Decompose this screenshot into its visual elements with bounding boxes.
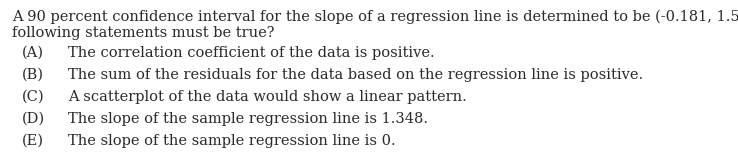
Text: A 90 percent confidence interval for the slope of a regression line is determine: A 90 percent confidence interval for the…	[12, 10, 738, 24]
Text: A scatterplot of the data would show a linear pattern.: A scatterplot of the data would show a l…	[68, 90, 466, 104]
Text: (C): (C)	[22, 90, 44, 104]
Text: (E): (E)	[22, 134, 44, 148]
Text: following statements must be true?: following statements must be true?	[12, 26, 275, 40]
Text: The sum of the residuals for the data based on the regression line is positive.: The sum of the residuals for the data ba…	[68, 68, 643, 82]
Text: The slope of the sample regression line is 0.: The slope of the sample regression line …	[68, 134, 396, 148]
Text: The correlation coefficient of the data is positive.: The correlation coefficient of the data …	[68, 46, 435, 60]
Text: (B): (B)	[22, 68, 44, 82]
Text: (D): (D)	[22, 112, 45, 126]
Text: The slope of the sample regression line is 1.348.: The slope of the sample regression line …	[68, 112, 428, 126]
Text: (A): (A)	[22, 46, 44, 60]
